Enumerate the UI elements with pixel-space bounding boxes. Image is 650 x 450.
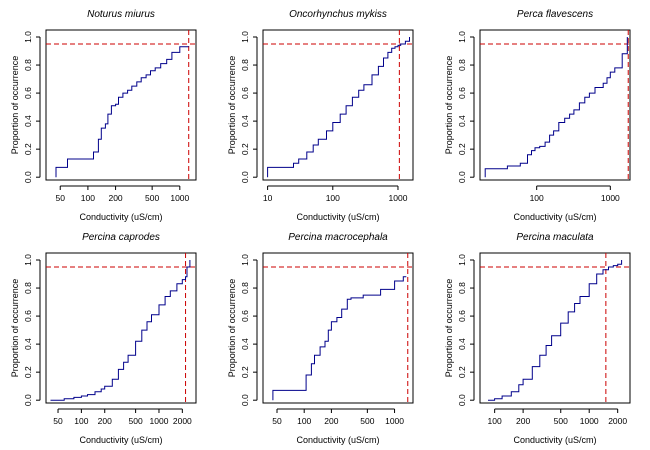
x-tick-label: 500 [554,416,568,426]
x-tick-label: 200 [324,416,338,426]
x-tick-label: 1000 [389,193,408,203]
y-tick-label: 0.8 [240,282,250,294]
y-axis-label: Proportion of occurrence [444,56,454,155]
cumulative-occurrence-curve [267,37,410,178]
panel-2: Oncorhynchus mykiss 10 100 1000 Conductivity… [227,9,414,222]
x-tick-label: 1000 [601,193,620,203]
x-tick-label: 50 [53,416,63,426]
cumulative-occurrence-curve [488,260,623,401]
y-tick-label: 0.2 [457,143,467,155]
plot-frame [479,252,631,404]
y-tick-label: 0.6 [457,310,467,322]
x-tick-label: 2000 [608,416,627,426]
y-tick-label: 0.6 [240,87,250,99]
y-axis-label: Proportion of occurrence [227,279,237,378]
y-tick-label: 0.6 [23,310,33,322]
x-tick-label: 200 [98,416,112,426]
x-tick-label: 100 [74,416,88,426]
panel-title: Noturus miurus [87,9,155,20]
cumulative-occurrence-curve [50,260,191,401]
x-tick-label: 50 [272,416,282,426]
panel-title: Percina caprodes [82,232,160,243]
x-tick-label: 100 [297,416,311,426]
cumulative-occurrence-curve [55,46,189,178]
x-tick-label: 500 [360,416,374,426]
x-tick-label: 500 [129,416,143,426]
y-tick-label: 0.2 [457,366,467,378]
x-tick-label: 50 [56,193,66,203]
panel-4: Percina caprodes 50 100 200 500 1000 2000 Condu… [10,232,197,445]
y-tick-label: 0.4 [457,115,467,127]
plot-frame [262,29,414,181]
cumulative-occurrence-curve [272,276,407,401]
y-axis-label: Proportion of occurrence [227,56,237,155]
x-tick-label: 200 [516,416,530,426]
panel-title: Perca flavescens [517,9,593,20]
y-tick-label: 1.0 [457,254,467,266]
y-tick-label: 0.8 [240,59,250,71]
panel-title: Percina maculata [516,232,594,243]
panel-1: Noturus miurus 50 100 200 500 1000 Conductivit… [10,9,197,222]
x-tick-label: 100 [530,193,544,203]
y-tick-label: 0.6 [23,87,33,99]
y-tick-label: 1.0 [240,31,250,43]
y-tick-label: 0.8 [457,282,467,294]
x-tick-label: 100 [81,193,95,203]
x-tick-label: 200 [108,193,122,203]
y-axis-label: Proportion of occurrence [10,279,20,378]
y-tick-label: 0.4 [23,338,33,350]
x-axis-label: Conductivity (uS/cm) [513,435,596,445]
y-tick-label: 0.4 [240,338,250,350]
y-tick-label: 0.0 [457,394,467,406]
plot-frame [479,29,631,181]
x-axis-label: Conductivity (uS/cm) [79,435,162,445]
y-tick-label: 0.0 [240,394,250,406]
x-tick-label: 1000 [385,416,404,426]
panel-6: Percina maculata 100 200 500 1000 2000 Conduct… [444,232,631,445]
y-tick-label: 0.6 [457,87,467,99]
panel-5: Percina macrocephala 50 100 200 500 1000 Condu… [227,232,414,445]
x-tick-label: 1000 [150,416,169,426]
y-tick-label: 0.8 [23,59,33,71]
x-tick-label: 500 [145,193,159,203]
y-tick-label: 0.2 [240,143,250,155]
y-tick-label: 0.4 [240,115,250,127]
x-tick-label: 10 [263,193,273,203]
x-tick-label: 100 [488,416,502,426]
plot-frame [262,252,414,404]
panel-title: Percina macrocephala [288,232,388,243]
x-tick-label: 1000 [580,416,599,426]
y-tick-label: 0.0 [457,171,467,183]
y-tick-label: 0.8 [457,59,467,71]
y-axis-label: Proportion of occurrence [10,56,20,155]
y-tick-label: 0.8 [23,282,33,294]
plot-frame [45,29,197,181]
x-axis-label: Conductivity (uS/cm) [296,435,379,445]
x-tick-label: 100 [326,193,340,203]
y-tick-label: 0.2 [240,366,250,378]
y-tick-label: 1.0 [457,31,467,43]
y-tick-label: 0.4 [457,338,467,350]
y-tick-label: 0.0 [23,394,33,406]
x-axis-label: Conductivity (uS/cm) [513,212,596,222]
y-tick-label: 0.0 [240,171,250,183]
y-tick-label: 1.0 [23,31,33,43]
x-axis-label: Conductivity (uS/cm) [79,212,162,222]
y-tick-label: 0.4 [23,115,33,127]
y-tick-label: 0.2 [23,366,33,378]
x-tick-label: 1000 [170,193,189,203]
y-axis-label: Proportion of occurrence [444,279,454,378]
y-tick-label: 1.0 [240,254,250,266]
x-tick-label: 2000 [173,416,192,426]
cumulative-occurrence-curve [484,37,628,178]
panel-title: Oncorhynchus mykiss [289,9,387,20]
x-axis-label: Conductivity (uS/cm) [296,212,379,222]
y-tick-label: 0.0 [23,171,33,183]
y-tick-label: 0.6 [240,310,250,322]
plot-frame [45,252,197,404]
panel-3: Perca flavescens 100 1000 Conductivity (uS/… [444,9,631,222]
y-tick-label: 0.2 [23,143,33,155]
y-tick-label: 1.0 [23,254,33,266]
